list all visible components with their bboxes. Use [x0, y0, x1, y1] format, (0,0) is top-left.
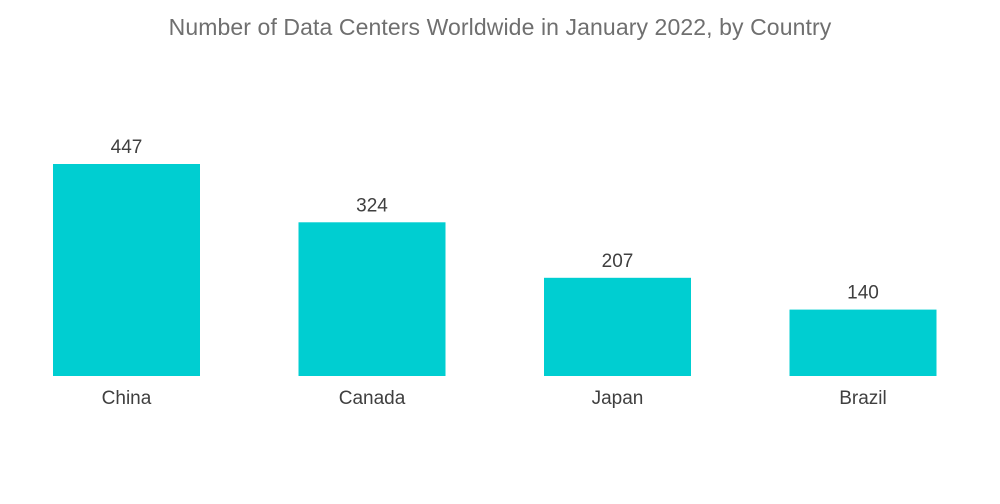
- value-label-brazil: 140: [847, 283, 879, 304]
- value-label-japan: 207: [602, 251, 634, 272]
- chart-title: Number of Data Centers Worldwide in Janu…: [168, 14, 832, 40]
- bar-china: [53, 164, 200, 376]
- bars-layer: [53, 164, 937, 376]
- value-label-china: 447: [111, 137, 143, 158]
- bar-canada: [298, 222, 446, 376]
- category-label-canada: Canada: [339, 388, 406, 409]
- bar-japan: [544, 277, 691, 376]
- category-label-china: China: [102, 388, 152, 409]
- labels-layer: 447 China 324 Canada 207 Japan 140 Brazil: [102, 137, 887, 409]
- category-label-brazil: Brazil: [839, 388, 887, 409]
- value-label-canada: 324: [356, 195, 388, 216]
- bar-brazil: [789, 309, 937, 376]
- category-label-japan: Japan: [592, 388, 644, 409]
